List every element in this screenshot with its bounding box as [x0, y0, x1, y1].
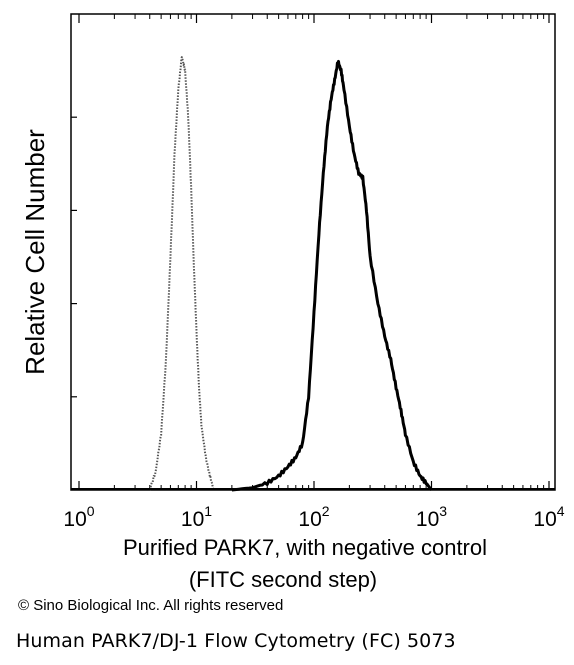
x-axis-label-line1: Purified PARK7, with negative control	[123, 535, 487, 560]
negative-control-histogram	[148, 56, 215, 491]
park7-histogram	[231, 59, 433, 492]
figure-caption: Human PARK7/DJ-1 Flow Cytometry (FC) 507…	[16, 630, 456, 652]
x-axis-label-line2: (FITC second step)	[189, 567, 377, 592]
x-tick-label-3: 103	[416, 503, 447, 531]
x-tick-label-4: 104	[533, 503, 564, 531]
x-axis-ticks: 100 101 102 103 104	[63, 14, 565, 531]
copyright-notice: © Sino Biological Inc. All rights reserv…	[18, 597, 284, 614]
x-tick-label-2: 102	[298, 503, 329, 531]
histogram-series	[71, 56, 555, 492]
plot-frame	[70, 13, 556, 491]
x-tick-label-1: 101	[181, 503, 212, 531]
y-axis-label: Relative Cell Number	[20, 129, 50, 375]
y-axis-ticks	[71, 116, 77, 398]
x-tick-label-0: 100	[63, 503, 94, 531]
